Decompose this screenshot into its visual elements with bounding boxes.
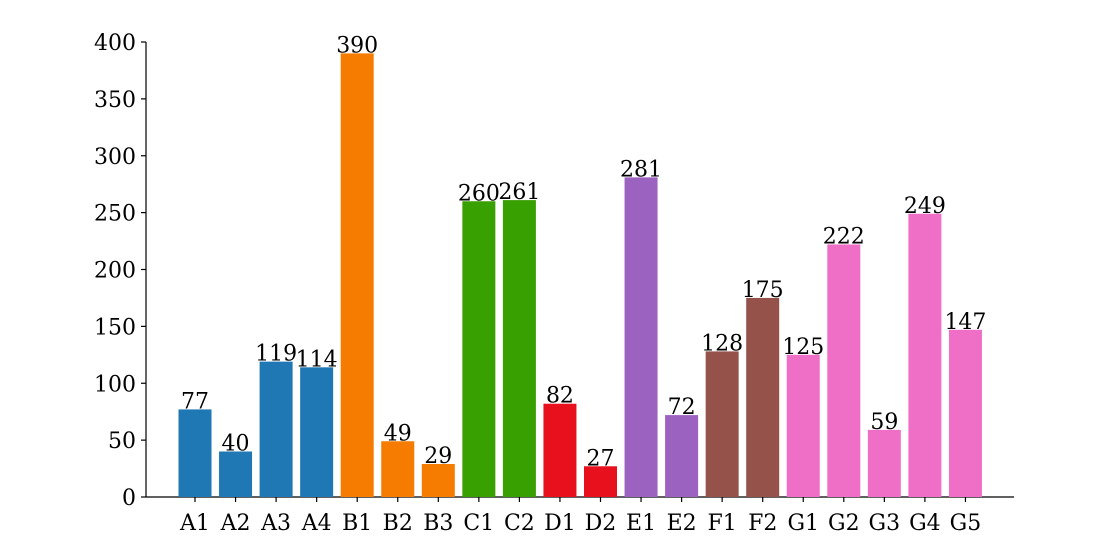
data-label-b2: 49 [384,421,412,446]
y-tick-label: 300 [94,145,136,170]
x-tick-label-f1: F1 [708,511,737,536]
bar-a3 [259,361,293,497]
y-tick-label: 100 [94,372,136,397]
x-tick-label-e1: E1 [626,511,656,536]
data-label-b3: 29 [424,444,452,469]
data-label-c2: 261 [498,180,540,205]
x-tick-label-a2: A2 [220,511,251,536]
x-tick-label-g2: G2 [828,511,860,536]
data-label-d1: 82 [546,384,574,409]
bar-g2 [827,244,861,497]
bar-g4 [908,213,942,497]
x-tick-label-b2: B2 [383,511,413,536]
bar-b1 [340,53,374,497]
data-label-b1: 390 [336,33,378,58]
data-label-a3: 119 [255,342,297,367]
x-tick-label-a4: A4 [301,511,332,536]
data-label-f1: 128 [701,331,743,356]
bar-a4 [300,367,334,497]
bar-f1 [705,351,739,497]
x-tick-label-g3: G3 [869,511,901,536]
bar-d2 [584,466,617,497]
y-axis: 0 50 100 150 200 250 300 350 400 [94,31,147,511]
x-tick-label-b1: B1 [342,511,372,536]
x-tick-label-d1: D1 [544,511,576,536]
data-label-a1: 77 [181,389,209,414]
x-tick-label-a1: A1 [179,511,210,536]
data-label-g1: 125 [782,335,824,360]
bar-g5 [948,329,982,497]
x-tick-label-g5: G5 [950,511,982,536]
x-tick-label-c1: C1 [463,511,494,536]
x-axis: A1 A2 A3 A4 B1 B2 B3 C1 C2 D1 D2 E1 E2 F1 F2 G1 G2 G3 G4 G5 [146,496,1014,536]
y-tick-label: 350 [94,88,136,113]
data-label-g3: 59 [870,410,898,435]
y-tick-label: 200 [94,259,136,284]
data-label-g4: 249 [904,194,946,219]
bar-b2 [381,441,415,497]
bar-g1 [786,354,820,497]
bar-c2 [502,200,536,498]
y-tick-label: 400 [94,31,136,56]
x-tick-label-g1: G1 [787,511,819,536]
bar-f2 [746,297,780,497]
y-tick-label: 50 [108,429,136,454]
y-tick-label: 0 [122,486,136,511]
data-label-c1: 260 [458,181,500,206]
data-label-g5: 147 [944,310,986,335]
y-tick-label: 250 [94,202,136,227]
x-tick-label-d2: D2 [585,511,617,536]
x-tick-label-a3: A3 [260,511,291,536]
bars [178,53,982,498]
data-label-e2: 72 [668,395,696,420]
x-tick-label-c2: C2 [504,511,535,536]
data-label-d2: 27 [587,446,615,471]
bar-e1 [624,177,658,498]
bar-c1 [462,201,496,497]
data-label-a2: 40 [222,432,250,457]
bar-b3 [421,464,455,497]
x-tick-label-b3: B3 [423,511,453,536]
data-label-f2: 175 [742,278,784,303]
bar-e2 [665,415,699,497]
x-tick-label-g4: G4 [909,511,941,536]
y-tick-label: 150 [94,315,136,340]
x-tick-label-f2: F2 [748,511,777,536]
data-label-e1: 281 [620,157,662,182]
bar-a1 [178,409,212,497]
x-tick-label-e2: E2 [667,511,697,536]
data-label-g2: 222 [823,224,865,249]
data-label-a4: 114 [296,347,338,372]
bar-a2 [219,451,253,497]
bar-d1 [543,403,577,497]
bar-g3 [867,429,901,497]
